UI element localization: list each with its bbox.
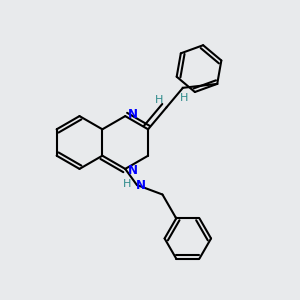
Text: H: H — [155, 95, 163, 105]
Text: N: N — [136, 179, 146, 192]
Text: N: N — [128, 164, 138, 177]
Text: N: N — [128, 108, 138, 121]
Text: H: H — [123, 179, 132, 189]
Text: H: H — [180, 93, 189, 103]
